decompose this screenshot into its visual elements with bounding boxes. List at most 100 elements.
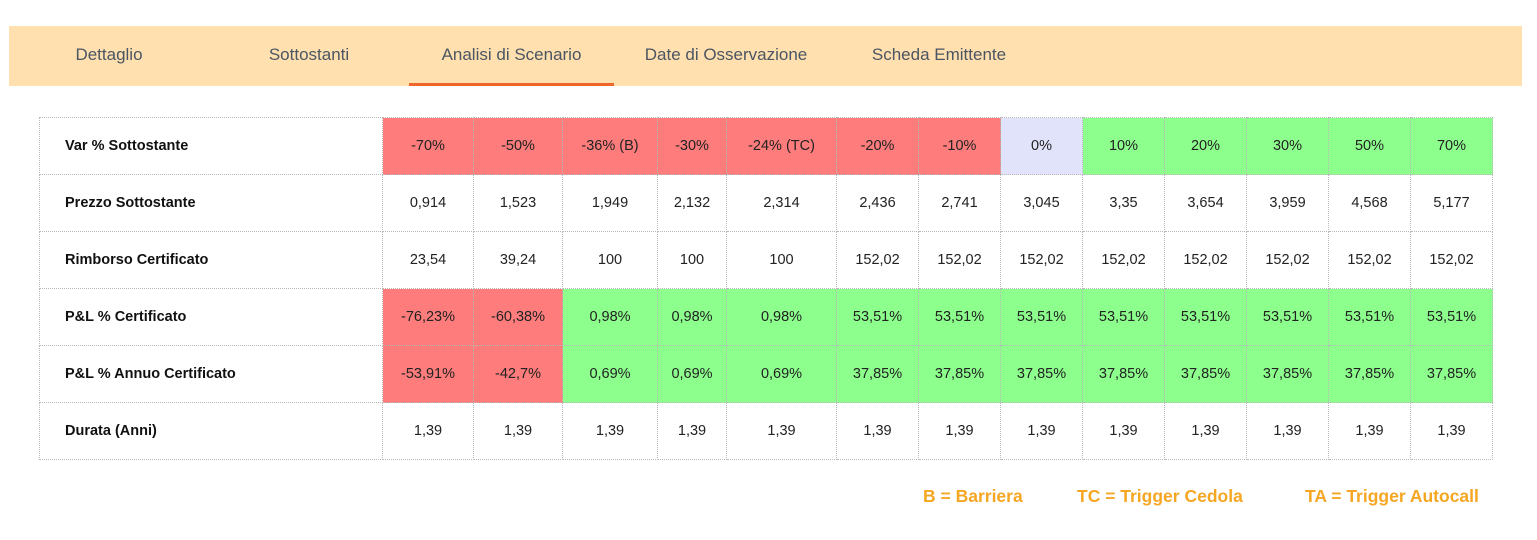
table-cell: 37,85% (1082, 345, 1165, 403)
table-cell: 1,39 (726, 402, 837, 460)
table-row: P&L % Certificato -76,23% -60,38% 0,98% 0,98… (39, 288, 1493, 346)
table-cell: 1,39 (657, 402, 727, 460)
table-cell: 5,177 (1410, 174, 1493, 232)
table-cell: 0% (1000, 117, 1083, 175)
table-row: P&L % Annuo Certificato -53,91% -42,7% 0,69… (39, 345, 1493, 403)
row-label: Var % Sottostante (39, 117, 383, 175)
table-cell: 152,02 (1246, 231, 1329, 289)
table-cell: 1,39 (1000, 402, 1083, 460)
table-cell: 152,02 (836, 231, 919, 289)
tab-scheda-emittente[interactable]: Scheda Emittente (871, 45, 1007, 64)
table-cell: 1,39 (1328, 402, 1411, 460)
tab-bar: Dettaglio Sottostanti Analisi di Scenari… (9, 26, 1522, 86)
row-label: P&L % Certificato (39, 288, 383, 346)
table-cell: 37,85% (1000, 345, 1083, 403)
tab-sottostanti[interactable]: Sottostanti (268, 45, 350, 64)
table-cell: 3,045 (1000, 174, 1083, 232)
table-cell: 1,39 (562, 402, 658, 460)
table-cell: 152,02 (1164, 231, 1247, 289)
table-cell: 0,98% (726, 288, 837, 346)
table-cell: 37,85% (1410, 345, 1493, 403)
table-row: Durata (Anni) 1,39 1,39 1,39 1,39 1,39 1,39 1,3… (39, 402, 1493, 460)
table-cell: 1,39 (1246, 402, 1329, 460)
table-cell: 0,98% (562, 288, 658, 346)
table-cell: -24% (TC) (726, 117, 837, 175)
table-cell: -10% (918, 117, 1001, 175)
tab-date-di-osservazione[interactable]: Date di Osservazione (644, 45, 808, 64)
table-cell: -70% (382, 117, 474, 175)
table-cell: 2,436 (836, 174, 919, 232)
table-cell: -53,91% (382, 345, 474, 403)
row-label: Rimborso Certificato (39, 231, 383, 289)
table-row: Var % Sottostante -70% -50% -36% (B) -30% -24… (39, 117, 1493, 175)
table-cell: 2,741 (918, 174, 1001, 232)
table-cell: 53,51% (1328, 288, 1411, 346)
table-cell: 53,51% (1410, 288, 1493, 346)
table-cell: -36% (B) (562, 117, 658, 175)
table-cell: 53,51% (836, 288, 919, 346)
table-cell: 53,51% (1164, 288, 1247, 346)
table-cell: 0,69% (726, 345, 837, 403)
table-cell: 2,132 (657, 174, 727, 232)
table-cell: 1,523 (473, 174, 563, 232)
table-cell: 2,314 (726, 174, 837, 232)
table-cell: 1,39 (1082, 402, 1165, 460)
row-label: P&L % Annuo Certificato (39, 345, 383, 403)
table-cell: 152,02 (1410, 231, 1493, 289)
table-cell: 53,51% (1246, 288, 1329, 346)
table-cell: 1,949 (562, 174, 658, 232)
table-cell: 1,39 (918, 402, 1001, 460)
table-cell: 152,02 (1082, 231, 1165, 289)
table-cell: 1,39 (382, 402, 474, 460)
table-cell: 0,69% (657, 345, 727, 403)
table-cell: 3,35 (1082, 174, 1165, 232)
table-cell: 39,24 (473, 231, 563, 289)
table-cell: 20% (1164, 117, 1247, 175)
table-cell: 37,85% (836, 345, 919, 403)
table-cell: 3,959 (1246, 174, 1329, 232)
table-cell: -20% (836, 117, 919, 175)
table-cell: 100 (726, 231, 837, 289)
table-cell: -30% (657, 117, 727, 175)
table-cell: 100 (562, 231, 658, 289)
table-cell: 53,51% (1082, 288, 1165, 346)
table-row: Rimborso Certificato 23,54 39,24 100 100 100 1… (39, 231, 1493, 289)
table-cell: 152,02 (918, 231, 1001, 289)
table-cell: 37,85% (1328, 345, 1411, 403)
table-cell: 23,54 (382, 231, 474, 289)
row-label: Durata (Anni) (39, 402, 383, 460)
table-cell: 53,51% (1000, 288, 1083, 346)
table-cell: 30% (1246, 117, 1329, 175)
legend-trigger-autocall: TA = Trigger Autocall (1305, 486, 1479, 506)
table-cell: 70% (1410, 117, 1493, 175)
tab-analisi-di-scenario[interactable]: Analisi di Scenario (409, 26, 614, 86)
table-cell: -50% (473, 117, 563, 175)
table-cell: 10% (1082, 117, 1165, 175)
table-cell: 0,98% (657, 288, 727, 346)
table-cell: 1,39 (836, 402, 919, 460)
table-cell: 152,02 (1328, 231, 1411, 289)
table-cell: 3,654 (1164, 174, 1247, 232)
table-cell: 37,85% (1246, 345, 1329, 403)
table-cell: 37,85% (1164, 345, 1247, 403)
table-cell: 1,39 (1410, 402, 1493, 460)
table-cell: 53,51% (918, 288, 1001, 346)
table-cell: 100 (657, 231, 727, 289)
table-cell: 37,85% (918, 345, 1001, 403)
table-cell: 4,568 (1328, 174, 1411, 232)
table-cell: 1,39 (1164, 402, 1247, 460)
table-cell: 152,02 (1000, 231, 1083, 289)
table-cell: -42,7% (473, 345, 563, 403)
legend-barriera: B = Barriera (923, 486, 1023, 506)
row-label: Prezzo Sottostante (39, 174, 383, 232)
scenario-table: Var % Sottostante -70% -50% -36% (B) -30% -24… (39, 117, 1493, 460)
legend-trigger-cedola: TC = Trigger Cedola (1077, 486, 1243, 506)
table-cell: -76,23% (382, 288, 474, 346)
table-cell: -60,38% (473, 288, 563, 346)
table-cell: 50% (1328, 117, 1411, 175)
tab-dettaglio[interactable]: Dettaglio (75, 45, 143, 64)
table-cell: 0,914 (382, 174, 474, 232)
table-cell: 0,69% (562, 345, 658, 403)
table-row: Prezzo Sottostante 0,914 1,523 1,949 2,132 2,… (39, 174, 1493, 232)
table-cell: 1,39 (473, 402, 563, 460)
